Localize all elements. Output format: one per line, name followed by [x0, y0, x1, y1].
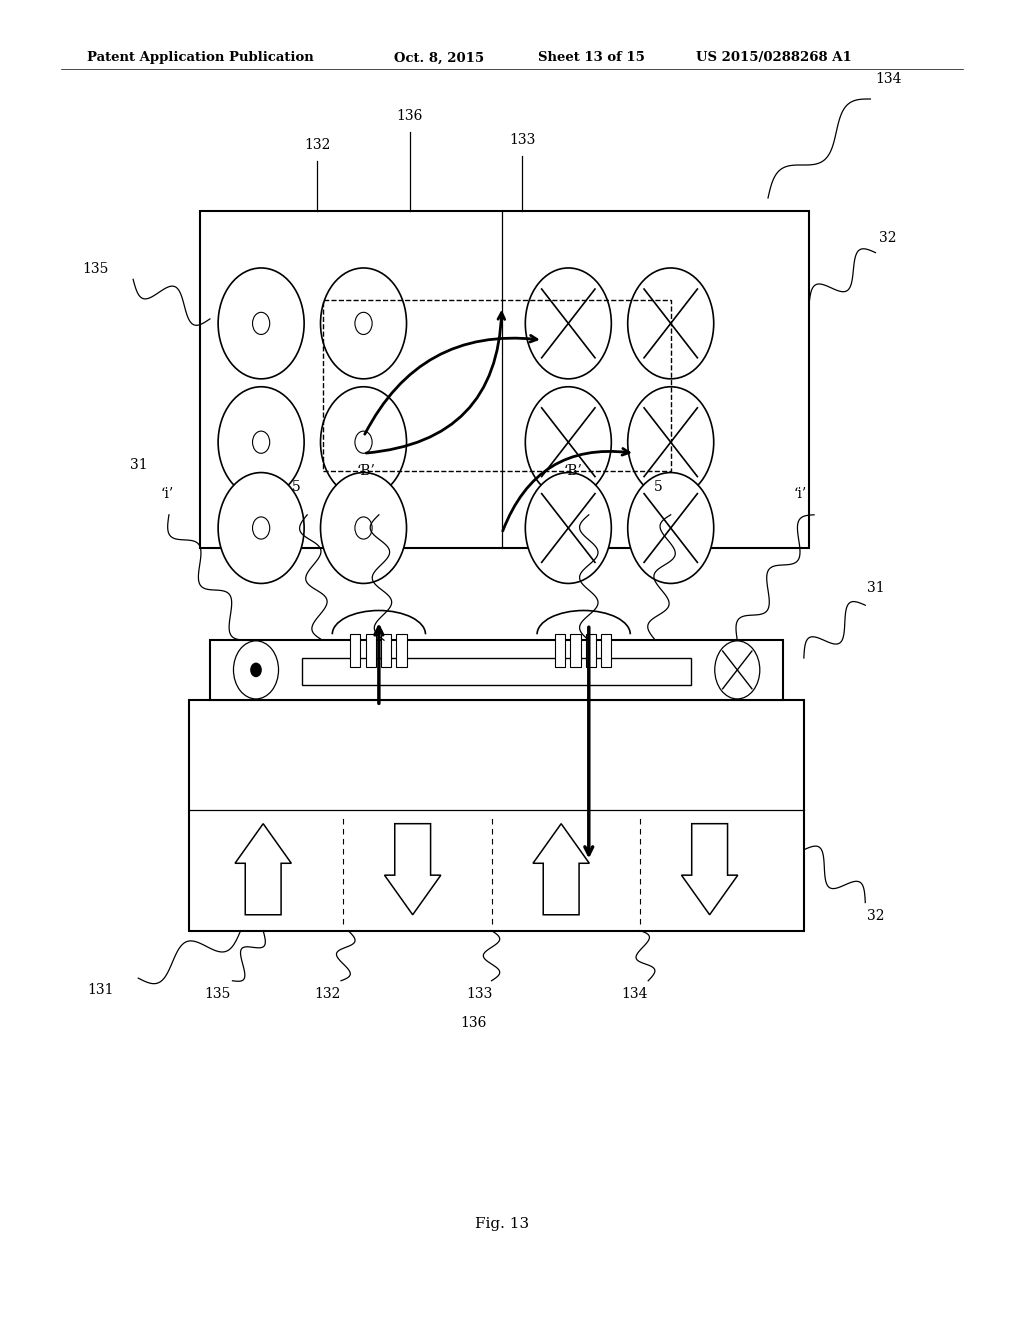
Text: 133: 133 — [509, 133, 536, 147]
Bar — [601, 635, 611, 667]
Bar — [302, 659, 691, 685]
Text: 31: 31 — [867, 581, 885, 595]
Bar — [396, 635, 407, 667]
Bar — [570, 635, 581, 667]
Bar — [189, 700, 804, 931]
FancyArrow shape — [682, 824, 737, 915]
Text: Patent Application Publication: Patent Application Publication — [87, 51, 313, 65]
Circle shape — [628, 473, 714, 583]
Bar — [555, 635, 565, 667]
Text: 132: 132 — [314, 987, 341, 1001]
Text: 132: 132 — [304, 139, 331, 152]
Circle shape — [628, 268, 714, 379]
Text: 5: 5 — [292, 480, 301, 494]
Circle shape — [218, 473, 304, 583]
Circle shape — [715, 642, 760, 700]
Text: ‘i’: ‘i’ — [161, 487, 174, 500]
Text: Fig. 13: Fig. 13 — [475, 1217, 528, 1230]
Text: 133: 133 — [466, 987, 493, 1001]
Text: ‘B’: ‘B’ — [356, 465, 375, 478]
Text: 135: 135 — [82, 261, 109, 276]
Text: ‘i’: ‘i’ — [794, 487, 807, 500]
Circle shape — [525, 387, 611, 498]
Text: 135: 135 — [205, 987, 231, 1001]
Bar — [200, 211, 809, 548]
FancyArrow shape — [236, 824, 292, 915]
Bar — [350, 635, 360, 667]
Text: 5: 5 — [654, 480, 664, 494]
Text: 134: 134 — [622, 987, 648, 1001]
Text: ‘B’: ‘B’ — [563, 465, 582, 478]
Text: 136: 136 — [461, 1016, 487, 1030]
Bar — [366, 635, 376, 667]
Text: 32: 32 — [867, 908, 885, 923]
Circle shape — [525, 473, 611, 583]
Bar — [381, 635, 391, 667]
Text: 32: 32 — [879, 231, 896, 246]
Circle shape — [233, 642, 279, 700]
Circle shape — [628, 387, 714, 498]
FancyArrow shape — [385, 824, 441, 915]
Circle shape — [525, 268, 611, 379]
Text: US 2015/0288268 A1: US 2015/0288268 A1 — [696, 51, 852, 65]
Circle shape — [251, 663, 261, 676]
Bar — [586, 635, 596, 667]
FancyArrow shape — [534, 824, 590, 915]
Circle shape — [218, 387, 304, 498]
Text: 131: 131 — [87, 983, 114, 997]
Circle shape — [321, 268, 407, 379]
Text: 134: 134 — [876, 73, 902, 86]
Circle shape — [321, 473, 407, 583]
Circle shape — [321, 387, 407, 498]
Text: 136: 136 — [396, 110, 423, 123]
Text: Oct. 8, 2015: Oct. 8, 2015 — [394, 51, 484, 65]
Circle shape — [218, 268, 304, 379]
Text: 31: 31 — [130, 458, 147, 471]
Bar — [323, 300, 671, 471]
Text: Sheet 13 of 15: Sheet 13 of 15 — [538, 51, 644, 65]
Bar — [210, 640, 783, 700]
